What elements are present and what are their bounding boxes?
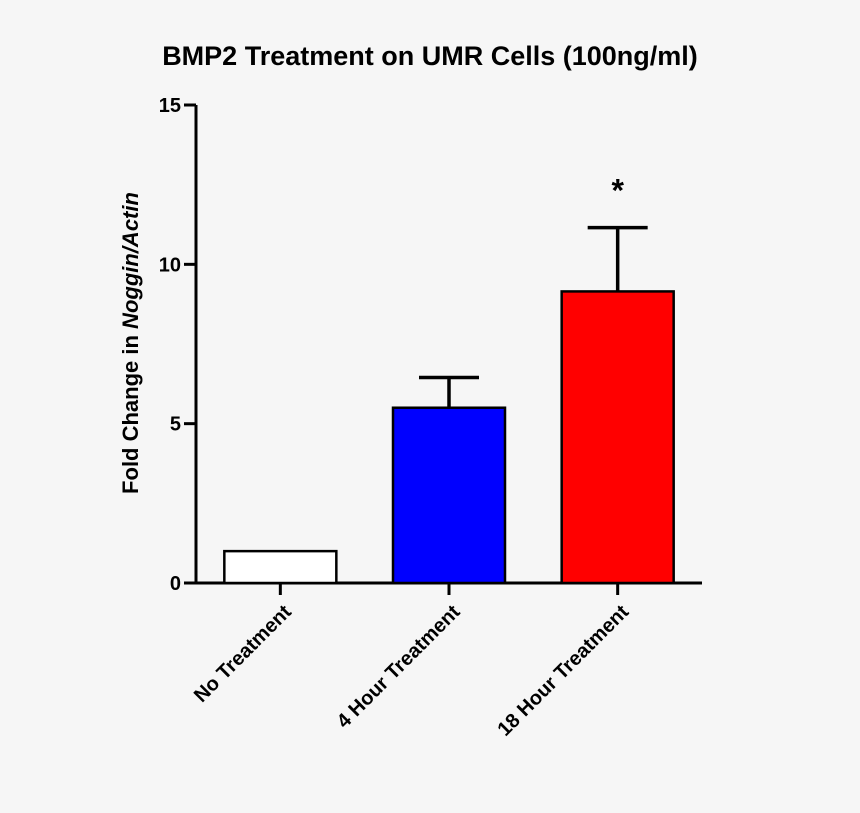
bar [391, 406, 507, 585]
x-tick-label: No Treatment [190, 601, 296, 707]
bar [223, 549, 338, 585]
y-axis-label-prefix: Fold Change in [118, 329, 143, 494]
y-axis-label-italic: Noggin/Actin [118, 192, 143, 329]
y-axis-label: Fold Change in Noggin/Actin [118, 192, 143, 494]
x-tick-label: 4 Hour Treatment [333, 601, 465, 733]
chart-title: BMP2 Treatment on UMR Cells (100ng/ml) [162, 41, 698, 71]
x-tick-label: 18 Hour Treatment [493, 601, 633, 741]
y-tick-label: 0 [170, 573, 181, 595]
significance-marker: * [611, 173, 624, 209]
y-tick-label: 5 [170, 414, 181, 436]
bar [560, 290, 675, 585]
y-tick-label: 15 [159, 95, 181, 117]
y-tick-label: 10 [159, 254, 181, 276]
bars: * [223, 173, 675, 585]
